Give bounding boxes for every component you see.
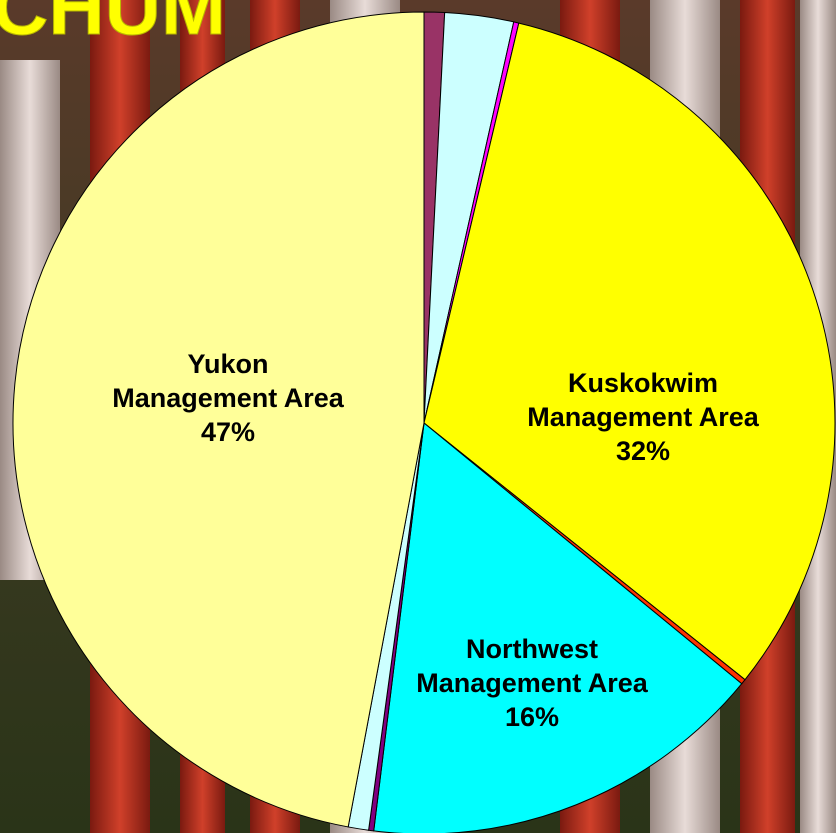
value-label: Area 16% (504, 668, 648, 732)
pie (12, 11, 836, 833)
slice-label: Yukon Management Area 47% (103, 347, 353, 449)
value-label: Area 32% (615, 402, 759, 466)
pie-slice (423, 22, 836, 681)
category-name: Kuskokwim Management (527, 368, 719, 432)
slice-label: Kuskokwim Management Area 32% (518, 366, 768, 468)
slice-label: Northwest Management Area 16% (407, 632, 657, 734)
pie-slice (373, 422, 743, 833)
chart-title: CHUM (0, 0, 226, 51)
value-label: Area 47% (200, 383, 344, 447)
category-name: Northwest Management (416, 634, 598, 698)
category-name: Yukon Management (112, 349, 278, 413)
pie-slice (12, 11, 425, 828)
